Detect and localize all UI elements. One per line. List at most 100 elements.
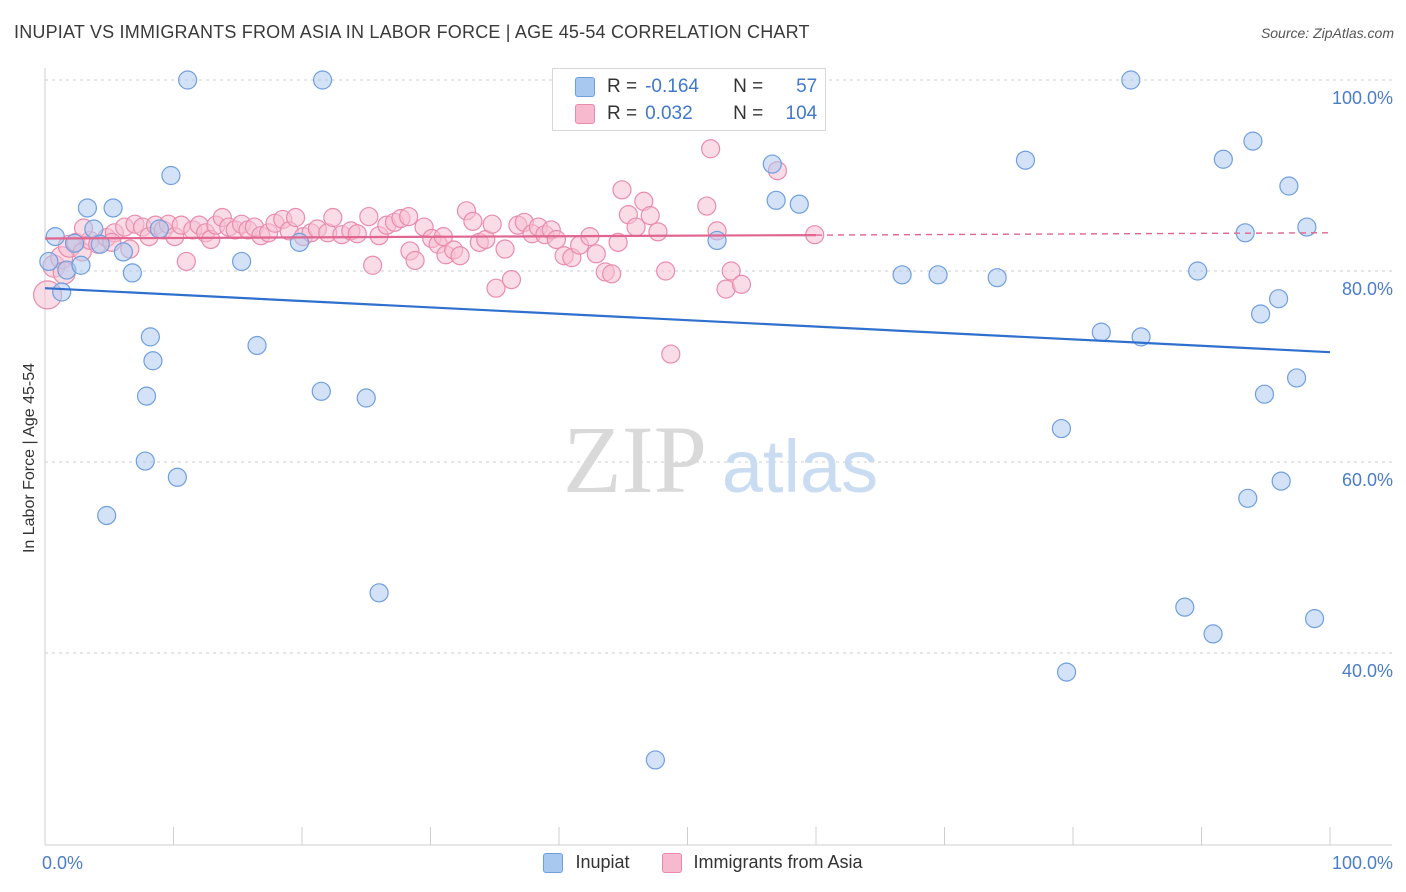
immigrants-from-asia-point — [486, 278, 506, 298]
immigrants-from-asia-point — [359, 206, 379, 227]
inupiat-point — [135, 451, 155, 471]
immigrants-from-asia-trend-line-extension — [815, 232, 1331, 236]
inupiat-point — [1188, 261, 1208, 281]
y-tick-label: 40.0% — [1342, 661, 1393, 681]
immigrants-from-asia-point — [323, 207, 343, 228]
inupiat-point — [987, 268, 1007, 288]
inupiat-point — [1271, 471, 1291, 491]
inupiat-point — [52, 282, 72, 302]
legend-swatch-inupiat — [575, 77, 595, 97]
immigrants-from-asia-point — [176, 251, 196, 272]
inupiat-point — [1175, 597, 1195, 617]
inupiat-point — [1121, 70, 1141, 90]
inupiat-point — [140, 327, 160, 347]
legend-item-inupiat[interactable]: Inupiat — [543, 852, 630, 873]
axes — [44, 68, 1392, 846]
inupiat-point — [103, 198, 123, 218]
immigrants-from-asia-point — [482, 214, 502, 234]
inupiat-point — [247, 335, 267, 356]
r-label: R = — [607, 103, 638, 124]
inupiat-point — [1297, 217, 1317, 237]
x-tick-label: 100.0% — [1332, 853, 1393, 873]
immigrants-from-asia-point — [697, 196, 717, 216]
immigrants-from-asia-point — [463, 211, 483, 231]
immigrants-from-asia-point — [363, 255, 383, 275]
r-value: -0.164 — [645, 76, 699, 97]
legend-row-inupiat: R = -0.164 N = 57 — [575, 75, 817, 99]
inupiat-point — [1286, 368, 1307, 388]
legend-swatch-immigrants-from-asia — [575, 104, 595, 124]
inupiat-point — [766, 190, 786, 210]
gridlines — [45, 79, 1392, 654]
legend-swatch-immigrants-from-asia — [661, 852, 682, 873]
immigrants-from-asia-point — [701, 139, 721, 159]
inupiat-point — [143, 351, 163, 371]
watermark-zip: ZIP — [563, 406, 707, 513]
n-label: N = — [733, 103, 764, 124]
inupiat-point — [1243, 131, 1263, 151]
inupiat-point — [1279, 176, 1299, 196]
inupiat-point — [928, 265, 948, 285]
inupiat-point — [1051, 418, 1072, 439]
immigrants-from-asia-point — [731, 274, 752, 294]
inupiat-point — [90, 234, 110, 254]
inupiat-point — [39, 251, 59, 272]
immigrants-from-asia-point — [586, 244, 606, 264]
inupiat-point — [136, 386, 157, 406]
immigrants-from-asia-point — [399, 206, 419, 227]
correlation-legend: R = -0.164 N = 57 R = 0.032 N = 104 — [552, 68, 826, 131]
immigrants-from-asia-point — [501, 269, 522, 290]
inupiat-point — [149, 219, 169, 239]
immigrants-from-asia-point — [347, 224, 367, 244]
inupiat-point — [1254, 384, 1275, 404]
inupiat-point — [1056, 662, 1077, 682]
inupiat-point — [122, 263, 142, 283]
inupiat-trend-line — [44, 287, 1331, 354]
immigrants-from-asia-point — [405, 250, 425, 271]
inupiat-point — [312, 70, 333, 90]
immigrants-from-asia-point — [640, 206, 660, 226]
chart-title: INUPIAT VS IMMIGRANTS FROM ASIA IN LABOR… — [14, 22, 810, 42]
legend-row-immigrants-from-asia: R = 0.032 N = 104 — [575, 102, 817, 126]
series-immigrants-from-asia — [32, 139, 825, 364]
inupiat-point — [369, 583, 389, 603]
immigrants-from-asia-point — [608, 232, 628, 252]
y-tick-label: 80.0% — [1342, 279, 1393, 299]
immigrants-from-asia-trend-line — [44, 233, 817, 240]
immigrants-from-asia-point — [546, 229, 567, 250]
inupiat-point — [1015, 150, 1036, 170]
n-value: 57 — [796, 76, 818, 97]
legend-item-immigrants-from-asia[interactable]: Immigrants from Asia — [661, 852, 863, 873]
legend-label: Inupiat — [575, 852, 630, 872]
inupiat-point — [1251, 304, 1271, 324]
trend-lines — [44, 232, 1331, 354]
immigrants-from-asia-point — [612, 180, 632, 200]
inupiat-point — [707, 230, 727, 251]
x-tick-label: 0.0% — [42, 853, 83, 873]
inupiat-point — [1304, 609, 1325, 629]
inupiat-point — [1091, 322, 1111, 342]
inupiat-point — [789, 194, 809, 214]
watermark: ZIP atlas — [563, 406, 878, 513]
immigrants-from-asia-point — [721, 261, 741, 281]
inupiat-point — [71, 255, 91, 275]
watermark-atlas: atlas — [722, 425, 878, 508]
inupiat-point — [1238, 488, 1258, 508]
x-tick-labels: 0.0% 100.0% — [42, 853, 1393, 873]
inupiat-point — [45, 227, 65, 247]
inupiat-point — [1131, 327, 1151, 347]
inupiat-point — [77, 198, 98, 218]
y-tick-label: 60.0% — [1342, 470, 1393, 490]
inupiat-point — [289, 232, 310, 252]
series-legend: Inupiat Immigrants from Asia — [0, 852, 1406, 873]
source-credit: Source: ZipAtlas.com — [1260, 25, 1394, 41]
r-value: 0.032 — [645, 103, 693, 124]
legend-swatch-inupiat — [543, 852, 564, 873]
y-tick-label: 100.0% — [1332, 88, 1393, 108]
immigrants-from-asia-point — [656, 261, 676, 281]
immigrants-from-asia-point — [495, 239, 515, 259]
immigrants-from-asia-point — [285, 207, 306, 228]
inupiat-point — [762, 154, 782, 174]
inupiat-point — [311, 381, 331, 401]
